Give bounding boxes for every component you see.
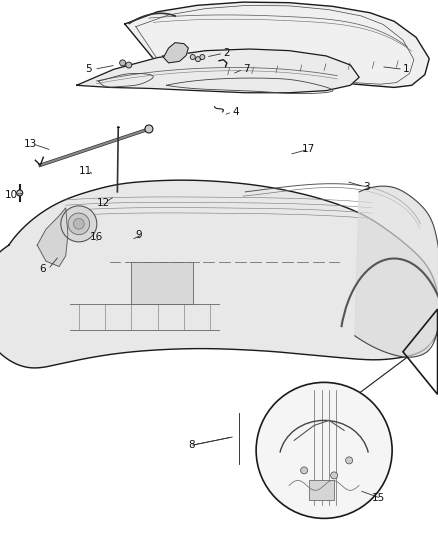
Circle shape [190,54,195,60]
Text: 2: 2 [223,49,230,58]
Circle shape [61,206,97,242]
Circle shape [300,467,307,474]
FancyBboxPatch shape [131,262,193,304]
Text: 4: 4 [232,107,239,117]
FancyBboxPatch shape [309,480,334,500]
Circle shape [17,190,23,196]
Polygon shape [162,43,188,63]
Circle shape [74,219,84,229]
Text: 3: 3 [364,182,370,191]
Text: 5: 5 [85,64,92,74]
Text: 11: 11 [79,166,92,175]
Circle shape [331,472,338,479]
Circle shape [145,125,153,133]
Polygon shape [77,49,359,93]
Polygon shape [37,208,68,266]
Circle shape [195,56,201,62]
Text: 8: 8 [188,440,195,450]
Circle shape [256,382,392,519]
Polygon shape [0,180,438,368]
Text: 16: 16 [90,232,103,242]
Circle shape [126,62,132,68]
Text: 12: 12 [96,198,110,207]
Circle shape [200,54,205,60]
Text: 17: 17 [302,144,315,154]
Text: 1: 1 [403,64,410,74]
Circle shape [68,213,90,235]
Polygon shape [125,2,429,87]
Text: 7: 7 [243,64,250,74]
Circle shape [120,60,126,66]
Text: 15: 15 [372,494,385,503]
Polygon shape [355,187,438,357]
Text: 6: 6 [39,264,46,274]
Circle shape [346,457,353,464]
Text: 10: 10 [4,190,18,199]
Text: 9: 9 [136,230,142,239]
Text: 13: 13 [24,139,37,149]
